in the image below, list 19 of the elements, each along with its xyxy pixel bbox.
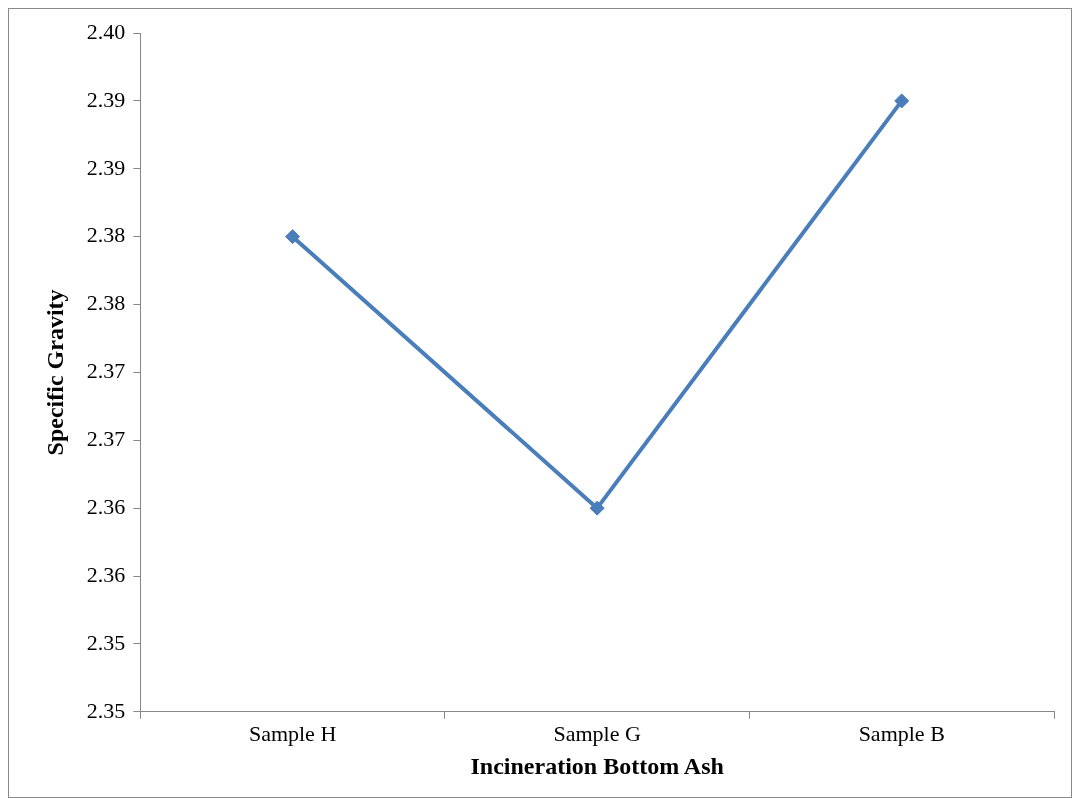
x-tick-label: Sample G [553,720,641,746]
y-tick-label: 2.36 [86,493,126,519]
x-tick-label: Sample H [248,720,337,746]
y-tick-label: 2.36 [86,561,126,587]
y-tick-label: 2.37 [86,358,126,384]
y-tick-label: 2.40 [86,18,126,44]
x-tick-label: Sample B [858,720,945,746]
y-axis-title: Specific Gravity [41,289,68,456]
x-axis-title: Incineration Bottom Ash [470,752,724,779]
point [894,93,910,109]
point [589,500,605,516]
y-tick-label: 2.38 [86,222,126,248]
point [285,229,301,245]
y-tick-label: 2.35 [86,697,126,723]
y-tick-label: 2.37 [86,426,126,452]
y-tick-label: 2.35 [86,629,126,655]
y-tick-label: 2.39 [86,154,126,180]
y-tick-label: 2.39 [86,86,126,112]
y-tick-label: 2.38 [86,290,126,316]
